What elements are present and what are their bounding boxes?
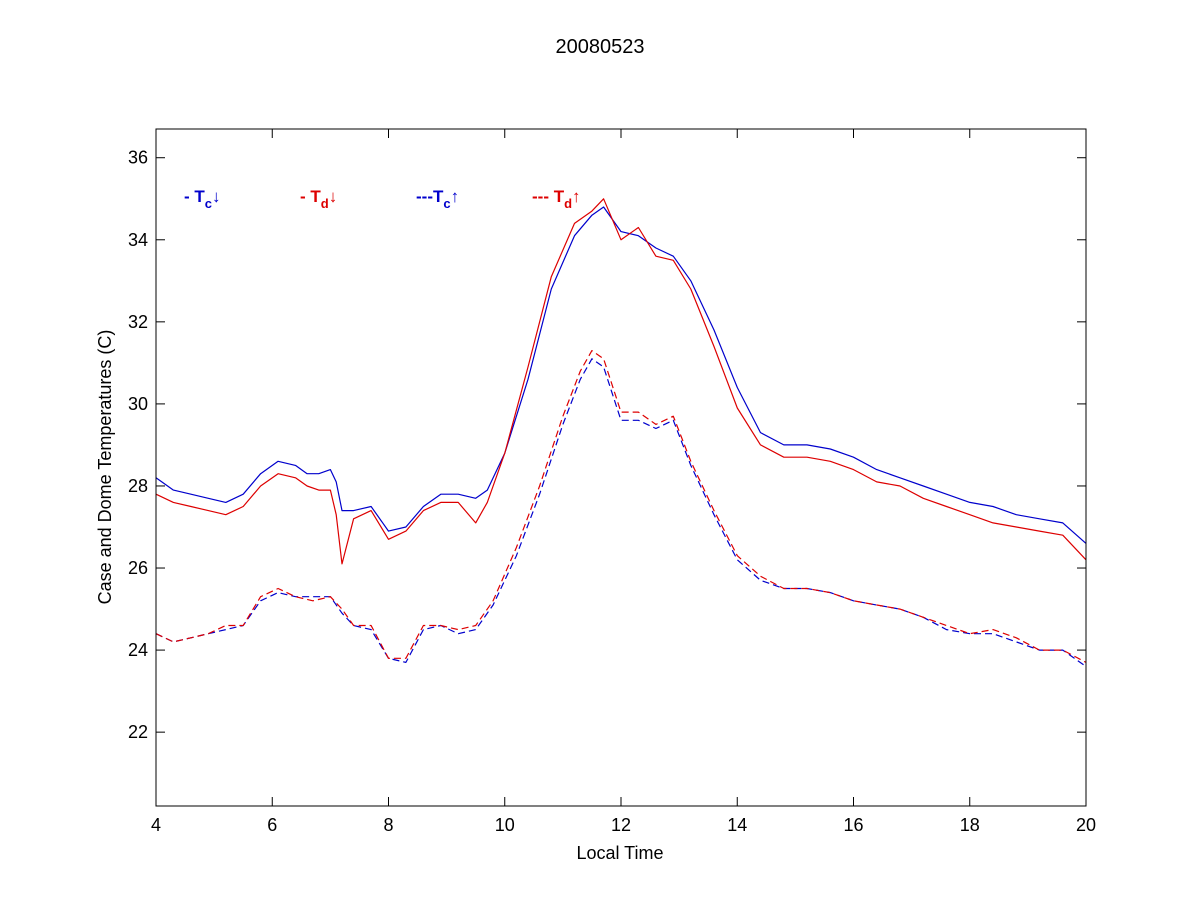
x-axis-title: Local Time — [576, 843, 663, 863]
plot-area — [156, 129, 1086, 806]
x-tick-label: 12 — [611, 815, 631, 835]
x-tick-label: 18 — [960, 815, 980, 835]
y-tick-label: 36 — [128, 148, 148, 168]
series-line-3 — [155, 358, 1087, 667]
y-tick-label: 32 — [128, 312, 148, 332]
x-tick-label: 14 — [727, 815, 747, 835]
y-axis: 22 24 26 28 30 32 34 36 — [128, 148, 1086, 742]
chart-title: 20080523 — [556, 36, 645, 58]
y-tick-label: 34 — [128, 230, 148, 250]
x-tick-label: 6 — [267, 815, 277, 835]
y-tick-label: 22 — [128, 722, 148, 742]
y-axis-title: Case and Dome Temperatures (C) — [95, 330, 115, 605]
y-tick-label: 26 — [128, 558, 148, 578]
x-tick-label: 16 — [843, 815, 863, 835]
series-line-4 — [155, 350, 1087, 663]
y-tick-label: 24 — [128, 640, 148, 660]
y-tick-label: 28 — [128, 476, 148, 496]
x-tick-label: 4 — [151, 815, 161, 835]
legend-entry-3: ---Tc↑ — [416, 187, 459, 211]
y-tick-label: 30 — [128, 394, 148, 414]
legend-entry-4: --- Td↑ — [532, 187, 581, 211]
legend-entry-2: - Td↓ — [300, 187, 337, 211]
series-line-1 — [155, 206, 1087, 544]
legend-entry-1: - Tc↓ — [184, 187, 221, 211]
x-axis: 4 6 8 10 12 14 16 18 20 — [151, 129, 1096, 835]
x-tick-label: 20 — [1076, 815, 1096, 835]
legend: - Tc↓ - Td↓ ---Tc↑ --- Td↑ — [184, 187, 581, 211]
series-line-2 — [155, 198, 1087, 565]
x-tick-label: 10 — [495, 815, 515, 835]
x-tick-label: 8 — [383, 815, 393, 835]
series-layer — [155, 198, 1087, 667]
